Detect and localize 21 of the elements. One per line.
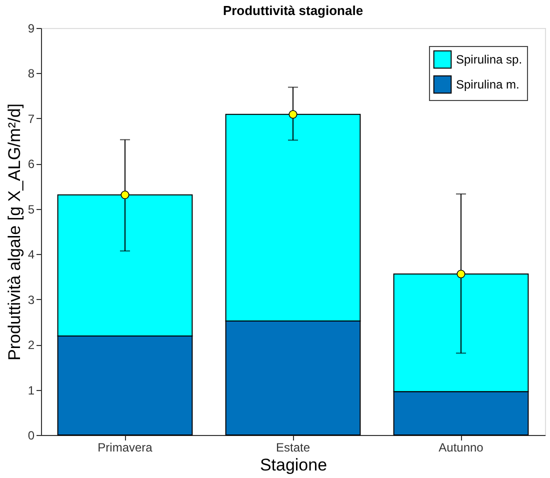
chart-title: Produttività stagionale [222,3,364,18]
y-tick-label: 6 [28,157,35,172]
x-tick-label: Primavera [98,440,153,454]
y-tick-label: 1 [28,383,35,398]
y-tick-label: 0 [28,428,35,442]
y-tick-label: 8 [28,66,35,81]
y-axis-title: Produttività algale [g X_ALG/m²/d] [4,103,24,361]
point [456,270,466,278]
y-tick-label: 2 [28,338,35,352]
x-axis-title: Stagione [260,456,328,474]
y-tick-label: 7 [28,112,35,126]
legend-label: Spirulina sp. [456,52,522,66]
point [120,190,130,200]
y-tick-label: 4 [28,248,35,262]
point [288,110,298,119]
x-tick-label: Autunno [438,440,484,454]
y-tick-label: 3 [28,292,35,307]
x-tick-label: Estate [276,440,310,454]
y-tick-label: 5 [28,202,35,216]
legend-label: Spirulina m. [456,78,520,92]
y-tick-label: 9 [28,22,35,36]
